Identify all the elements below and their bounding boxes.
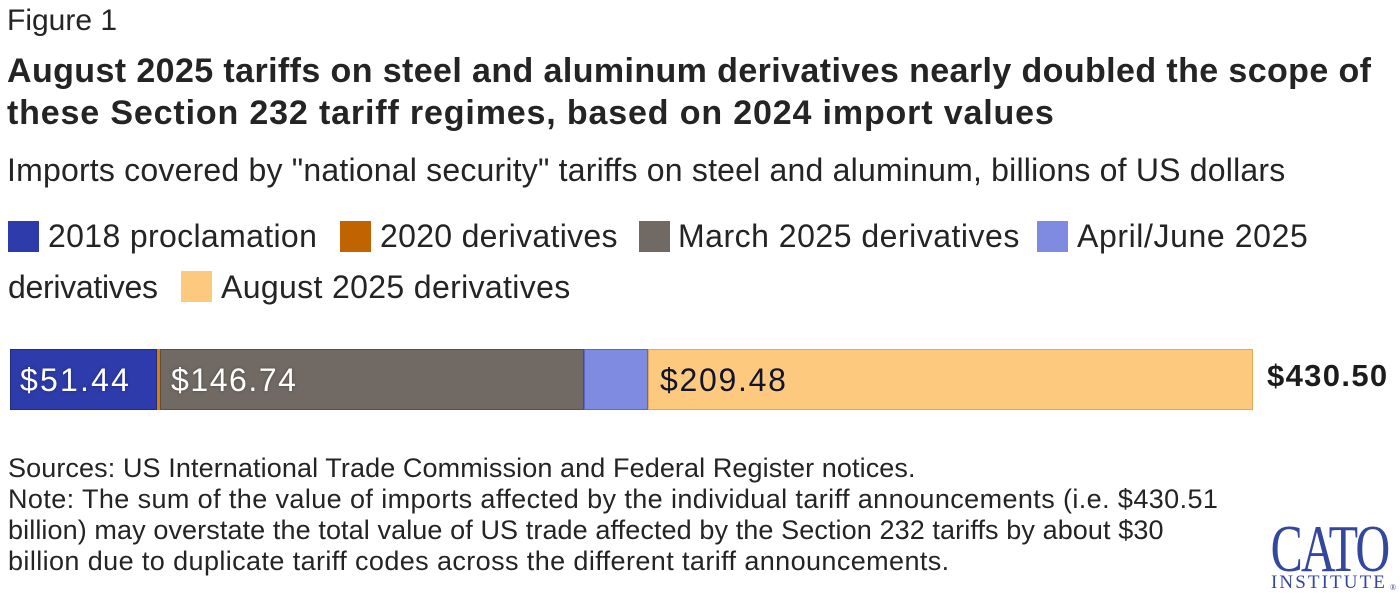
svg-text:INSTITUTE: INSTITUTE xyxy=(1271,572,1387,593)
svg-text:CATO: CATO xyxy=(1271,515,1389,586)
svg-text:®: ® xyxy=(1390,583,1396,592)
